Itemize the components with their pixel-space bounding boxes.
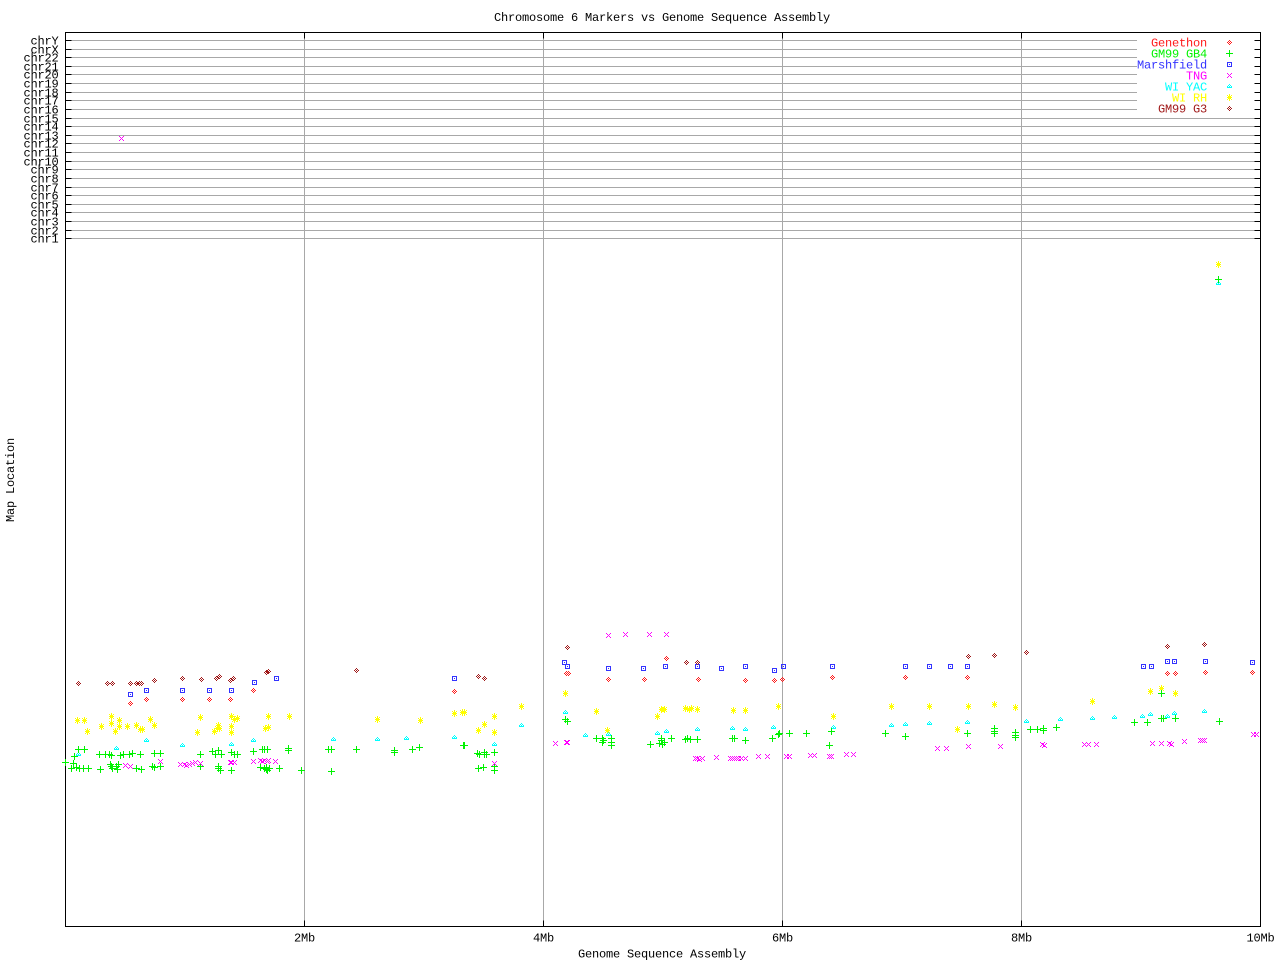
svg-text:chr7: chr7: [30, 181, 58, 195]
svg-text:Map Location: Map Location: [4, 438, 18, 522]
svg-text:chr9: chr9: [30, 163, 58, 177]
svg-text:chr13: chr13: [23, 129, 58, 143]
svg-text:chr2: chr2: [30, 224, 58, 238]
svg-text:WI YAC: WI YAC: [1165, 81, 1207, 95]
svg-text:chr14: chr14: [23, 120, 58, 134]
svg-text:chr8: chr8: [30, 172, 58, 186]
svg-text:8Mb: 8Mb: [1011, 931, 1032, 945]
svg-text:GM99 GB4: GM99 GB4: [1151, 47, 1207, 61]
svg-text:GM99 G3: GM99 G3: [1158, 103, 1207, 117]
svg-text:chr17: chr17: [23, 94, 58, 108]
svg-text:chr19: chr19: [23, 77, 58, 91]
svg-text:chr11: chr11: [23, 146, 58, 160]
svg-text:chr16: chr16: [23, 103, 58, 117]
svg-text:chr18: chr18: [23, 86, 58, 100]
svg-text:chr3: chr3: [30, 215, 58, 229]
svg-text:4Mb: 4Mb: [533, 931, 554, 945]
svg-text:chr4: chr4: [30, 206, 58, 220]
svg-text:chr10: chr10: [23, 155, 58, 169]
svg-text:Genethon: Genethon: [1151, 36, 1207, 50]
svg-text:chr12: chr12: [23, 137, 58, 151]
svg-text:chr22: chr22: [23, 51, 58, 65]
svg-text:Marshfield: Marshfield: [1137, 58, 1207, 72]
svg-text:Genome Sequence Assembly: Genome Sequence Assembly: [578, 948, 746, 960]
svg-text:chr6: chr6: [30, 189, 58, 203]
svg-text:WI RH: WI RH: [1172, 92, 1207, 106]
svg-text:6Mb: 6Mb: [772, 931, 793, 945]
svg-text:TNG: TNG: [1186, 70, 1207, 84]
svg-text:chr21: chr21: [23, 60, 58, 74]
svg-text:chrY: chrY: [30, 34, 58, 48]
svg-text:10Mb: 10Mb: [1246, 931, 1274, 945]
svg-text:2Mb: 2Mb: [294, 931, 315, 945]
svg-text:chr5: chr5: [30, 198, 58, 212]
svg-text:Chromosome 6 Markers vs Genome: Chromosome 6 Markers vs Genome Sequence …: [494, 11, 830, 25]
svg-text:chr20: chr20: [23, 68, 58, 82]
svg-text:chrX: chrX: [30, 43, 58, 57]
svg-text:chr1: chr1: [30, 232, 58, 246]
svg-text:chr15: chr15: [23, 112, 58, 126]
